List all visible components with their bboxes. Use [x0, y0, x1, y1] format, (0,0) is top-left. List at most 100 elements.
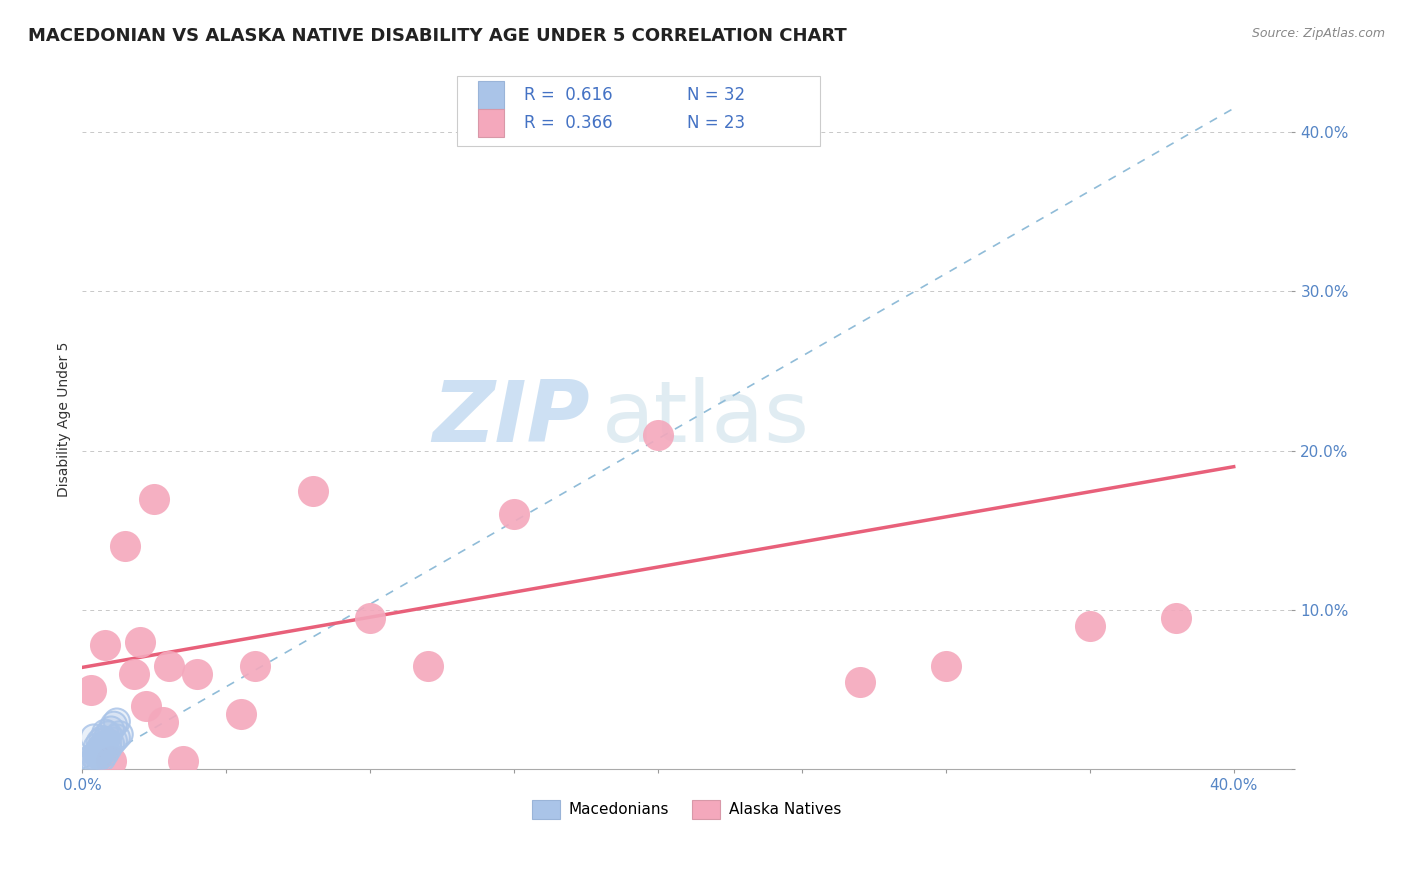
- Point: [243, 658, 266, 673]
- Point: [91, 739, 114, 753]
- Point: [89, 741, 111, 756]
- Point: [172, 755, 194, 769]
- Point: [103, 733, 125, 747]
- Text: Source: ZipAtlas.com: Source: ZipAtlas.com: [1251, 27, 1385, 40]
- Point: [91, 739, 114, 753]
- Point: [89, 735, 111, 749]
- Point: [89, 749, 111, 764]
- Point: [229, 706, 252, 721]
- Point: [94, 739, 117, 754]
- Point: [94, 747, 117, 761]
- Point: [100, 723, 122, 737]
- Point: [77, 757, 100, 772]
- Point: [80, 682, 103, 697]
- Point: [94, 725, 117, 739]
- Point: [135, 698, 157, 713]
- Point: [94, 733, 117, 747]
- Point: [97, 727, 120, 741]
- Point: [1166, 611, 1188, 625]
- Point: [122, 666, 145, 681]
- Point: [103, 733, 125, 747]
- Point: [103, 717, 125, 731]
- Point: [86, 747, 108, 761]
- Point: [89, 741, 111, 756]
- Point: [416, 658, 439, 673]
- Text: N = 32: N = 32: [686, 87, 745, 104]
- FancyBboxPatch shape: [478, 109, 505, 137]
- Point: [91, 743, 114, 757]
- Point: [128, 635, 150, 649]
- Point: [97, 735, 120, 749]
- Point: [97, 735, 120, 749]
- Point: [91, 743, 114, 757]
- Point: [91, 751, 114, 765]
- Legend: Macedonians, Alaska Natives: Macedonians, Alaska Natives: [526, 794, 848, 825]
- Point: [97, 727, 120, 741]
- Point: [83, 731, 105, 745]
- Point: [86, 739, 108, 754]
- Point: [86, 753, 108, 767]
- Text: N = 23: N = 23: [686, 114, 745, 132]
- Point: [86, 747, 108, 762]
- Point: [91, 751, 114, 765]
- Point: [503, 508, 526, 522]
- Point: [103, 717, 125, 731]
- Point: [89, 745, 111, 759]
- Point: [94, 725, 117, 739]
- Text: R =  0.366: R = 0.366: [523, 114, 612, 132]
- Point: [97, 741, 120, 756]
- Point: [89, 745, 111, 759]
- Point: [80, 756, 103, 770]
- Point: [94, 739, 117, 754]
- Point: [80, 756, 103, 770]
- Point: [83, 755, 105, 769]
- Y-axis label: Disability Age Under 5: Disability Age Under 5: [58, 342, 72, 497]
- FancyBboxPatch shape: [457, 76, 820, 145]
- Point: [91, 732, 114, 747]
- Point: [100, 723, 122, 737]
- Point: [647, 427, 669, 442]
- Point: [935, 658, 957, 673]
- Point: [105, 714, 128, 729]
- Point: [301, 483, 323, 498]
- Point: [97, 741, 120, 756]
- Point: [89, 749, 111, 764]
- Point: [86, 747, 108, 761]
- Point: [94, 733, 117, 747]
- Point: [94, 638, 117, 652]
- Point: [1078, 619, 1101, 633]
- Point: [94, 747, 117, 761]
- Point: [80, 751, 103, 765]
- Point: [152, 714, 174, 729]
- Text: atlas: atlas: [602, 377, 810, 460]
- Point: [100, 737, 122, 751]
- Text: R =  0.616: R = 0.616: [523, 87, 612, 104]
- Point: [108, 727, 131, 741]
- Point: [100, 755, 122, 769]
- Text: ZIP: ZIP: [433, 377, 591, 460]
- Point: [77, 757, 100, 772]
- Point: [114, 539, 136, 553]
- Point: [86, 753, 108, 767]
- Text: MACEDONIAN VS ALASKA NATIVE DISABILITY AGE UNDER 5 CORRELATION CHART: MACEDONIAN VS ALASKA NATIVE DISABILITY A…: [28, 27, 846, 45]
- Point: [80, 751, 103, 765]
- Point: [83, 749, 105, 764]
- Point: [100, 737, 122, 751]
- Point: [105, 731, 128, 745]
- Point: [83, 755, 105, 769]
- Point: [105, 714, 128, 729]
- Point: [157, 658, 180, 673]
- Point: [848, 674, 870, 689]
- Point: [83, 731, 105, 745]
- Point: [83, 749, 105, 764]
- Point: [105, 731, 128, 745]
- FancyBboxPatch shape: [478, 81, 505, 109]
- Point: [91, 732, 114, 747]
- Point: [108, 727, 131, 741]
- Point: [89, 735, 111, 749]
- Point: [86, 747, 108, 762]
- Point: [143, 491, 166, 506]
- Point: [359, 611, 381, 625]
- Point: [186, 666, 208, 681]
- Point: [86, 739, 108, 754]
